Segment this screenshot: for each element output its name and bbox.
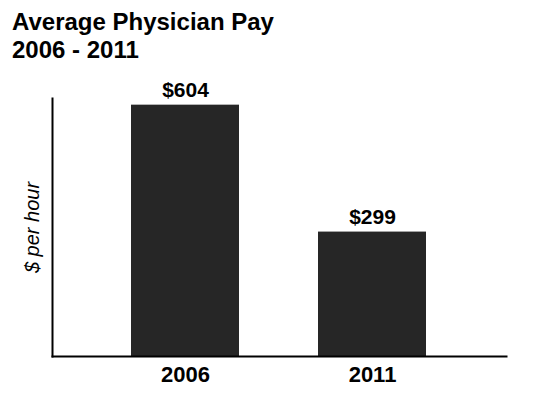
svg-text:$299: $299 bbox=[349, 205, 396, 228]
svg-text:$ per hour: $ per hour bbox=[21, 181, 43, 275]
html-text:Average Physician Pay 2006 - 2: Average Physician Pay 2006 - 2011 bbox=[12, 8, 274, 63]
svg-text:2006: 2006 bbox=[161, 362, 210, 387]
svg-text:$604: $604 bbox=[162, 78, 209, 101]
svg-text:2011: 2011 bbox=[349, 362, 397, 387]
